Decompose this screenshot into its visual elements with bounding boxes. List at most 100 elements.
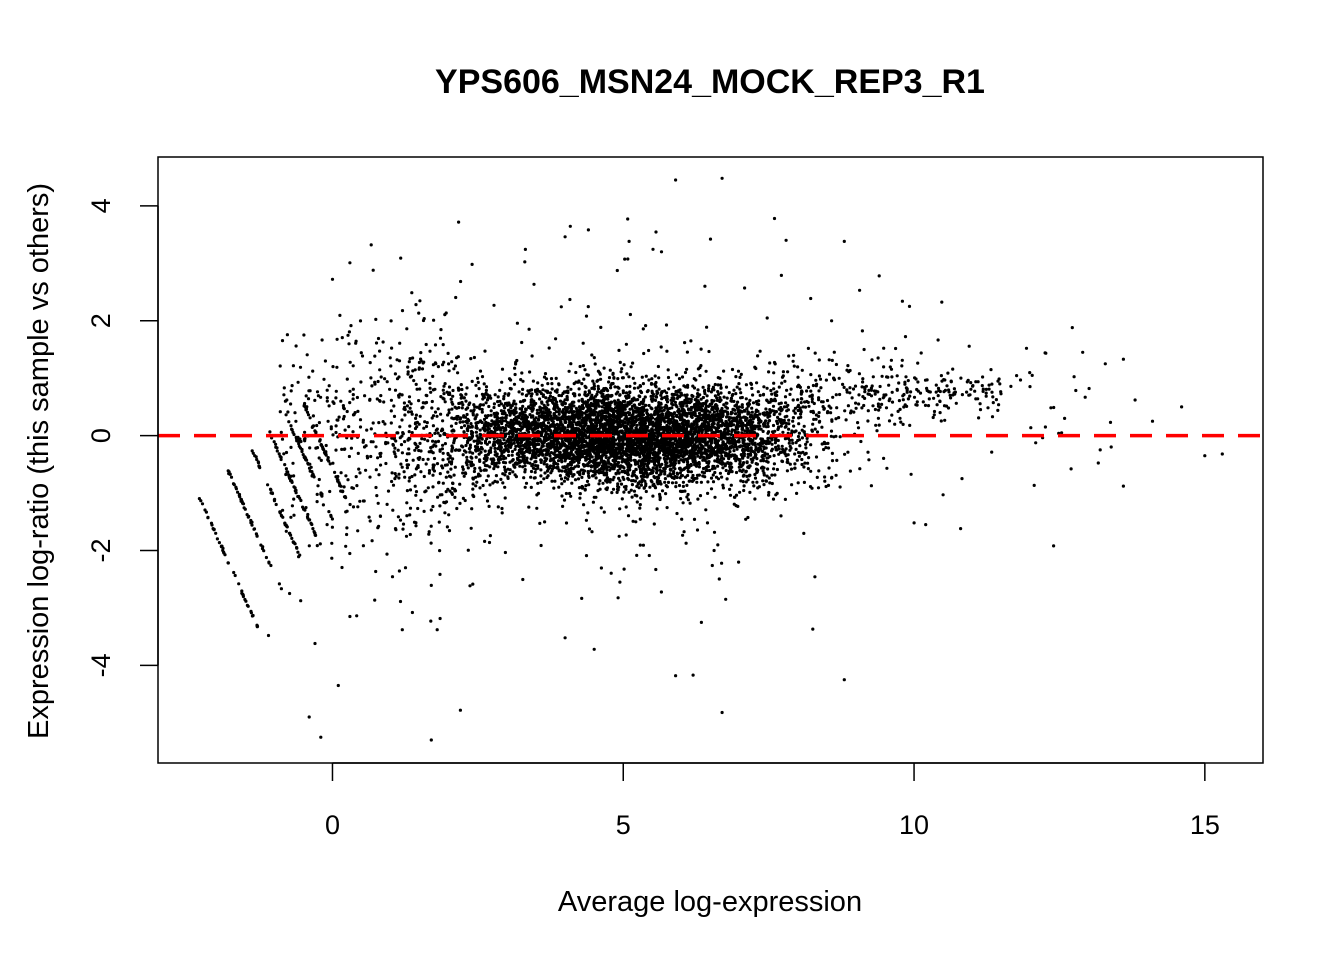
data-point bbox=[564, 491, 569, 496]
data-point bbox=[631, 376, 635, 380]
data-point bbox=[450, 444, 454, 448]
data-point bbox=[618, 466, 622, 471]
data-point bbox=[756, 390, 760, 394]
data-point bbox=[427, 471, 431, 475]
data-point bbox=[698, 416, 702, 420]
data-point bbox=[484, 385, 489, 389]
data-point bbox=[607, 460, 611, 464]
data-point bbox=[901, 398, 905, 402]
data-point bbox=[624, 533, 628, 537]
data-point bbox=[762, 421, 767, 425]
data-point bbox=[592, 470, 596, 474]
data-point bbox=[413, 422, 417, 426]
data-point bbox=[499, 409, 503, 413]
data-point bbox=[533, 427, 537, 431]
data-point bbox=[508, 460, 512, 464]
data-point bbox=[410, 474, 414, 479]
data-point bbox=[733, 428, 737, 432]
data-point bbox=[345, 532, 349, 537]
data-point bbox=[755, 470, 759, 475]
data-point bbox=[689, 397, 693, 401]
data-point bbox=[521, 577, 525, 582]
data-point bbox=[645, 408, 649, 412]
data-point bbox=[660, 409, 664, 413]
data-point bbox=[644, 374, 648, 378]
data-point bbox=[413, 484, 417, 488]
data-point bbox=[721, 486, 726, 490]
data-point bbox=[566, 391, 570, 395]
data-point bbox=[500, 511, 504, 515]
data-point bbox=[746, 515, 750, 520]
data-point bbox=[806, 467, 811, 471]
data-point bbox=[660, 489, 665, 493]
data-point bbox=[685, 483, 689, 487]
data-point bbox=[591, 418, 595, 422]
data-point bbox=[685, 495, 689, 499]
data-point bbox=[866, 409, 870, 413]
data-point bbox=[779, 514, 783, 518]
data-point bbox=[586, 305, 590, 309]
data-point bbox=[753, 476, 758, 480]
data-point bbox=[552, 456, 556, 461]
data-point bbox=[800, 457, 804, 462]
data-point bbox=[678, 395, 682, 399]
data-point bbox=[634, 467, 638, 472]
data-point bbox=[594, 424, 598, 429]
data-point bbox=[519, 447, 523, 451]
data-point bbox=[654, 380, 658, 385]
data-point bbox=[801, 405, 805, 409]
data-point bbox=[751, 438, 755, 442]
data-point bbox=[725, 477, 729, 481]
data-point bbox=[645, 418, 649, 422]
data-point bbox=[567, 491, 572, 496]
data-point bbox=[542, 375, 547, 379]
data-point bbox=[759, 437, 763, 441]
data-point bbox=[627, 478, 631, 482]
data-point bbox=[630, 483, 635, 487]
data-point bbox=[829, 411, 833, 415]
data-point bbox=[880, 402, 884, 406]
data-point bbox=[990, 415, 995, 419]
data-point bbox=[548, 391, 553, 395]
data-point bbox=[797, 422, 801, 426]
data-point bbox=[384, 461, 388, 466]
data-point bbox=[663, 470, 667, 474]
data-point bbox=[787, 354, 791, 358]
data-point bbox=[406, 370, 410, 374]
data-point bbox=[642, 351, 646, 356]
data-point bbox=[515, 456, 520, 460]
data-point bbox=[666, 480, 671, 484]
data-point bbox=[442, 360, 446, 364]
data-point bbox=[589, 395, 593, 399]
data-point bbox=[706, 491, 710, 495]
data-point bbox=[561, 504, 565, 508]
data-point bbox=[898, 416, 902, 420]
data-point bbox=[770, 442, 774, 446]
data-point bbox=[869, 484, 874, 488]
data-point bbox=[728, 450, 732, 454]
data-point bbox=[480, 410, 484, 414]
data-point bbox=[768, 481, 772, 485]
data-point bbox=[549, 377, 554, 381]
data-point bbox=[463, 471, 467, 475]
data-point bbox=[636, 398, 640, 402]
data-point bbox=[563, 401, 568, 406]
data-point bbox=[829, 429, 834, 433]
data-point bbox=[431, 363, 435, 367]
data-point bbox=[528, 413, 532, 417]
data-point bbox=[686, 460, 690, 464]
data-point bbox=[711, 473, 715, 477]
data-point bbox=[520, 371, 524, 375]
data-point bbox=[495, 419, 499, 424]
data-point bbox=[854, 406, 858, 410]
data-point bbox=[770, 473, 774, 477]
data-point bbox=[509, 419, 513, 423]
data-point bbox=[569, 421, 573, 425]
data-point bbox=[746, 410, 750, 415]
data-point bbox=[689, 425, 693, 429]
data-point bbox=[663, 457, 667, 461]
data-point bbox=[528, 425, 532, 429]
data-point bbox=[730, 367, 735, 372]
data-point bbox=[480, 375, 485, 379]
data-point bbox=[744, 517, 748, 521]
